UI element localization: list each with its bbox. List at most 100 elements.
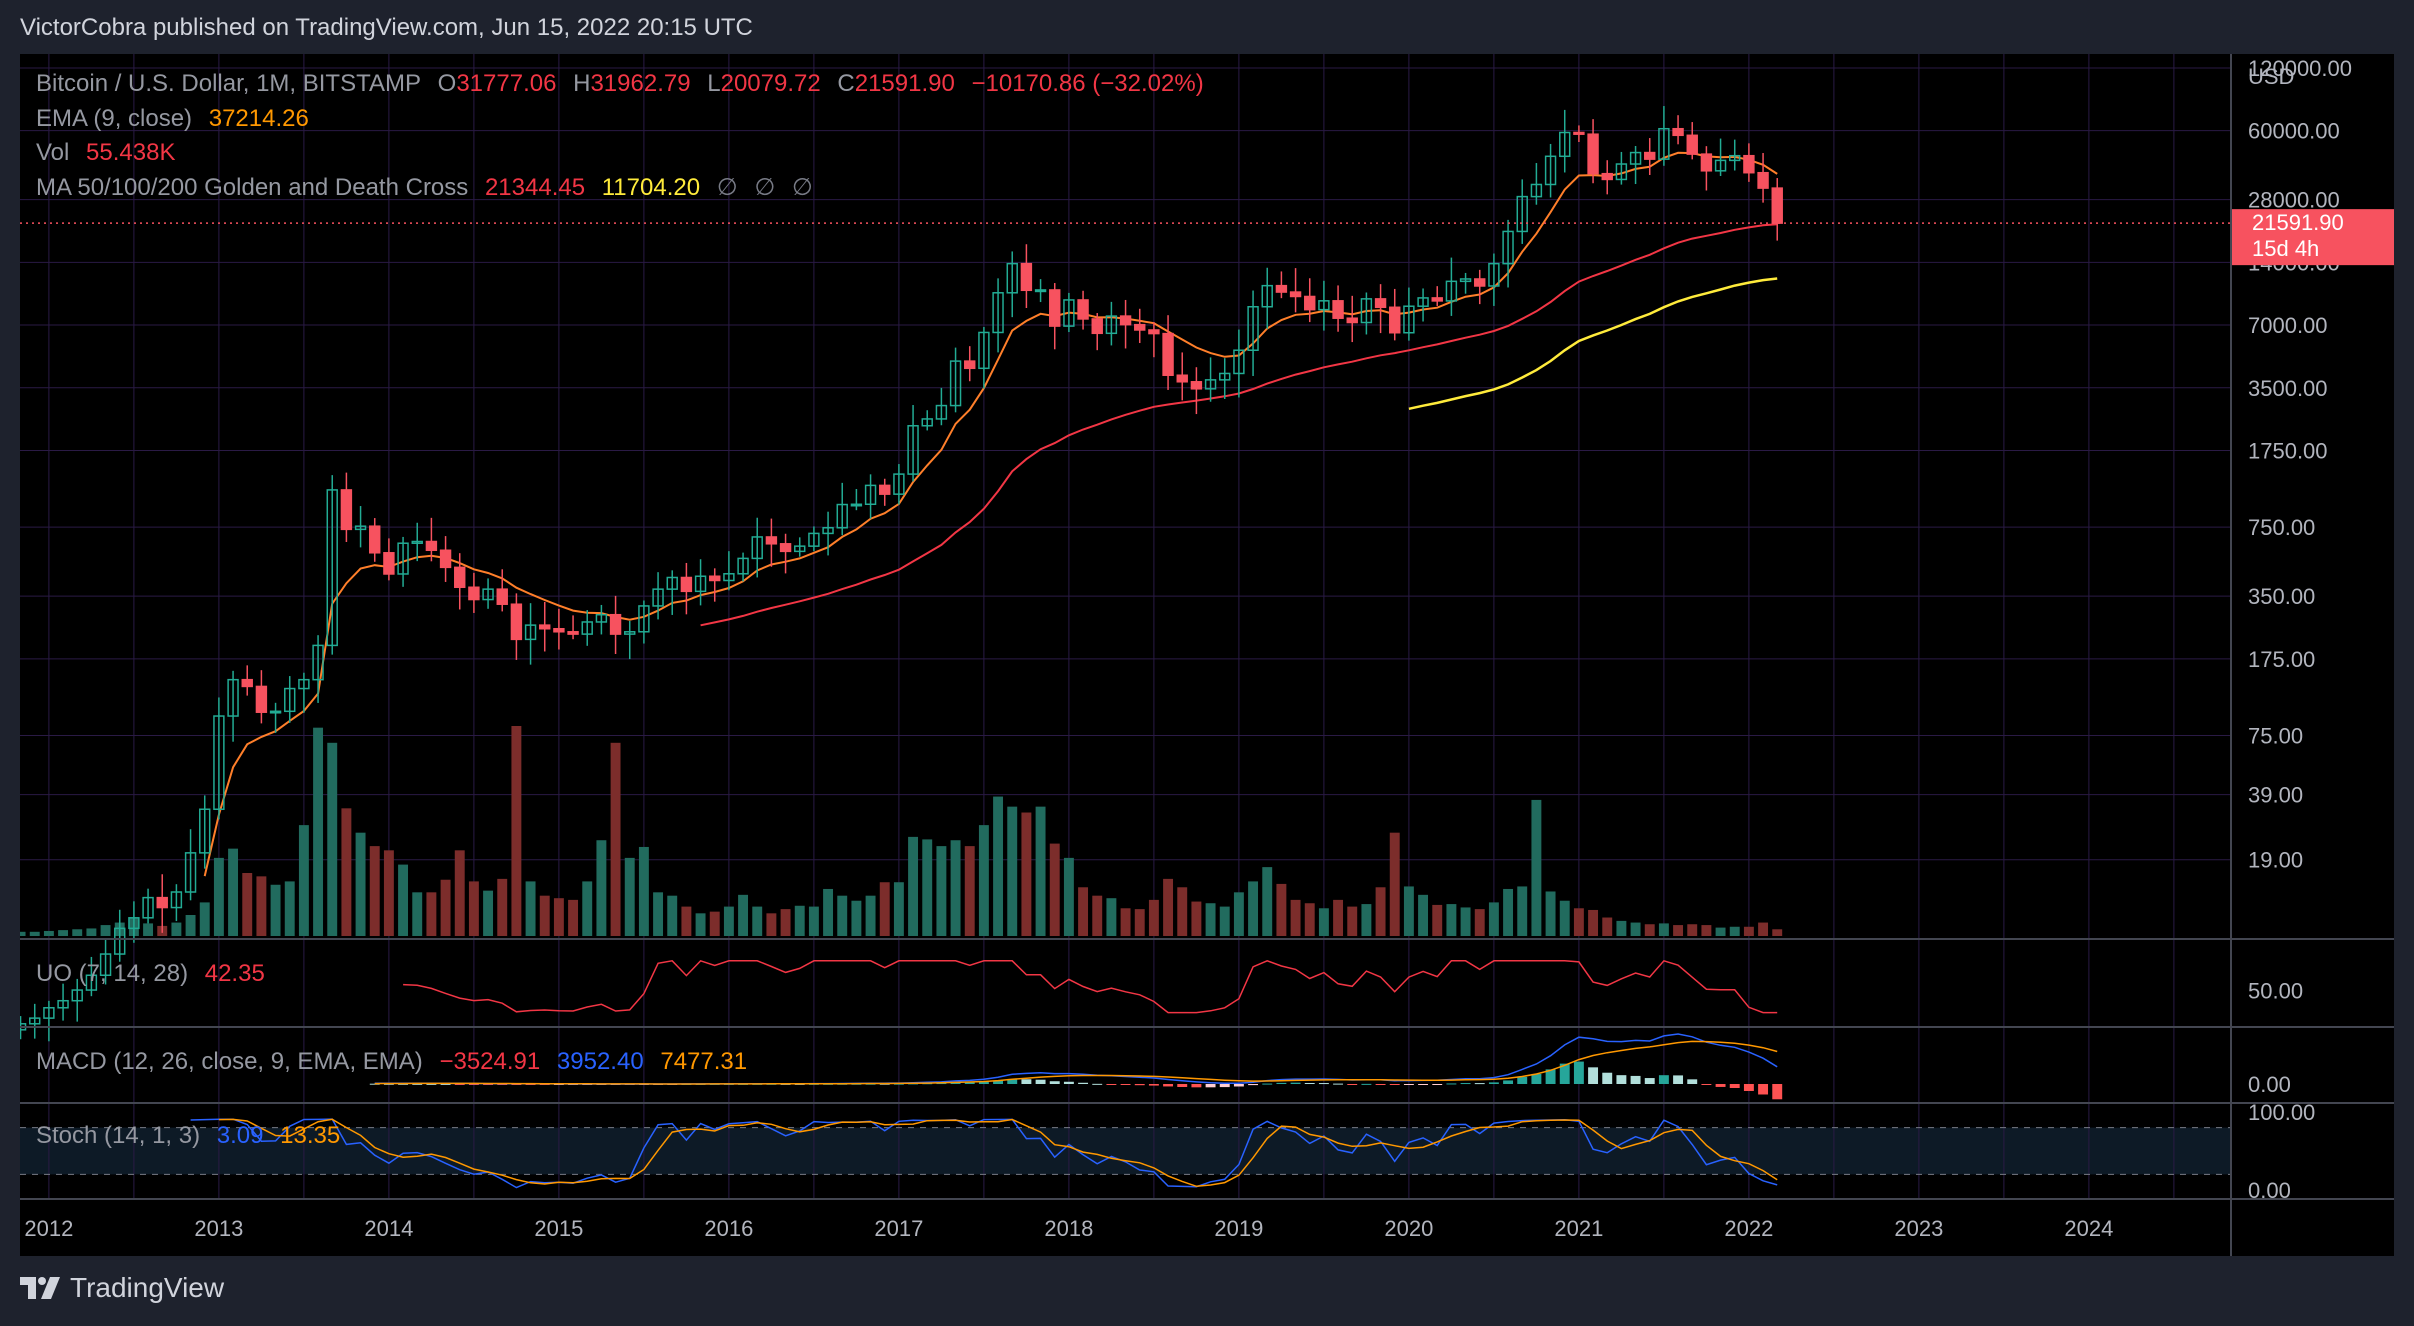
candle-body[interactable] <box>864 484 877 506</box>
candle-body[interactable] <box>1204 379 1217 390</box>
candle-body[interactable] <box>85 974 98 991</box>
candle-body[interactable] <box>1658 127 1670 160</box>
candle-body[interactable] <box>709 575 721 582</box>
candle-body[interactable] <box>284 687 296 713</box>
candle-body[interactable] <box>142 896 154 919</box>
candle-body[interactable] <box>369 525 381 554</box>
candle-body[interactable] <box>1219 372 1231 381</box>
candle-body[interactable] <box>1530 183 1543 198</box>
candle-body[interactable] <box>652 588 664 607</box>
candle-body[interactable] <box>312 644 324 681</box>
candle-body[interactable] <box>666 576 678 590</box>
candle-body[interactable] <box>935 404 948 420</box>
candle-body[interactable] <box>1304 295 1316 311</box>
candle-body[interactable] <box>1431 297 1443 302</box>
candle-body[interactable] <box>723 573 735 582</box>
candle-body[interactable] <box>1757 171 1769 189</box>
candle-body[interactable] <box>1148 329 1160 335</box>
tradingview-brand[interactable]: TradingView <box>20 1272 224 1304</box>
candle-body[interactable] <box>340 489 353 531</box>
candle-body[interactable] <box>1105 315 1118 335</box>
candle-body[interactable] <box>1346 317 1358 324</box>
candle-body[interactable] <box>1289 291 1302 298</box>
candle-body[interactable] <box>57 999 69 1009</box>
candle-body[interactable] <box>680 576 693 593</box>
legend-stoch[interactable]: Stoch (14, 1, 3) 3.09 13.35 <box>36 1122 350 1150</box>
candle-body[interactable] <box>99 953 112 977</box>
legend-ma[interactable]: MA 50/100/200 Golden and Death Cross 213… <box>36 173 823 202</box>
candle-body[interactable] <box>1091 318 1103 335</box>
candle-body[interactable] <box>411 540 423 544</box>
candle-body[interactable] <box>482 588 494 601</box>
candle-body[interactable] <box>1162 332 1174 376</box>
candle-body[interactable] <box>1374 298 1387 309</box>
candle-body[interactable] <box>397 542 409 575</box>
candle-body[interactable] <box>765 536 778 545</box>
candle-body[interactable] <box>1233 349 1245 375</box>
candle-body[interactable] <box>907 425 919 475</box>
candle-body[interactable] <box>1417 297 1429 307</box>
candle-body[interactable] <box>822 527 834 535</box>
candle-body[interactable] <box>439 549 452 569</box>
candle-body[interactable] <box>779 543 792 553</box>
candle-body[interactable] <box>964 360 976 370</box>
candle-body[interactable] <box>1403 305 1415 334</box>
candle-body[interactable] <box>1275 284 1288 293</box>
candle-body[interactable] <box>808 532 820 547</box>
candle-body[interactable] <box>184 852 197 893</box>
candle-body[interactable] <box>354 525 367 531</box>
candle-body[interactable] <box>510 603 523 641</box>
candle-body[interactable] <box>269 710 282 714</box>
candle-body[interactable] <box>1644 151 1656 160</box>
candle-body[interactable] <box>199 808 211 854</box>
candle-body[interactable] <box>1672 127 1684 137</box>
candle-body[interactable] <box>794 545 806 553</box>
candle-body[interactable] <box>1601 172 1613 181</box>
candle-body[interactable] <box>71 989 83 1002</box>
candle-body[interactable] <box>1119 315 1132 326</box>
candle-body[interactable] <box>595 613 608 623</box>
candle-body[interactable] <box>1459 278 1472 283</box>
candle-body[interactable] <box>638 605 650 633</box>
candle-body[interactable] <box>524 624 537 641</box>
candle-body[interactable] <box>425 540 438 552</box>
candle-body[interactable] <box>1700 153 1713 172</box>
candle-body[interactable] <box>1544 155 1557 186</box>
candle-body[interactable] <box>921 418 933 427</box>
candle-body[interactable] <box>893 473 905 495</box>
candle-body[interactable] <box>1714 159 1727 172</box>
candle-body[interactable] <box>1077 299 1089 320</box>
last-price-badge[interactable] <box>2232 209 2394 266</box>
candle-body[interactable] <box>1389 306 1401 334</box>
candle-body[interactable] <box>567 631 579 635</box>
candle-body[interactable] <box>1332 300 1344 319</box>
candle-body[interactable] <box>1318 300 1330 311</box>
symbol-label[interactable]: Bitcoin / U.S. Dollar, 1M, BITSTAMP <box>36 70 421 97</box>
candle-body[interactable] <box>949 360 962 407</box>
candle-body[interactable] <box>1360 298 1373 324</box>
candle-body[interactable] <box>1729 154 1741 162</box>
candle-body[interactable] <box>156 896 168 909</box>
candle-body[interactable] <box>128 917 140 930</box>
candle-body[interactable] <box>1615 163 1628 181</box>
candle-body[interactable] <box>1063 299 1075 327</box>
candle-body[interactable] <box>213 715 225 810</box>
candle-body[interactable] <box>1134 323 1146 331</box>
candle-body[interactable] <box>1686 134 1698 155</box>
candle-body[interactable] <box>1488 262 1500 287</box>
candle-body[interactable] <box>43 1007 55 1019</box>
candle-body[interactable] <box>241 678 253 688</box>
candle-body[interactable] <box>468 586 480 601</box>
candle-body[interactable] <box>1587 133 1599 175</box>
candle-body[interactable] <box>1049 289 1061 327</box>
candle-body[interactable] <box>255 685 268 713</box>
chart-svg[interactable]: USD120000.0060000.0028000.0014000.007000… <box>20 54 2394 1256</box>
candle-body[interactable] <box>1261 284 1273 308</box>
candle-body[interactable] <box>227 678 239 717</box>
candle-body[interactable] <box>454 566 466 589</box>
candle-body[interactable] <box>879 484 891 495</box>
candle-body[interactable] <box>1516 195 1528 233</box>
candle-body[interactable] <box>1629 151 1642 165</box>
candle-body[interactable] <box>694 575 707 593</box>
candle-body[interactable] <box>29 1017 41 1025</box>
